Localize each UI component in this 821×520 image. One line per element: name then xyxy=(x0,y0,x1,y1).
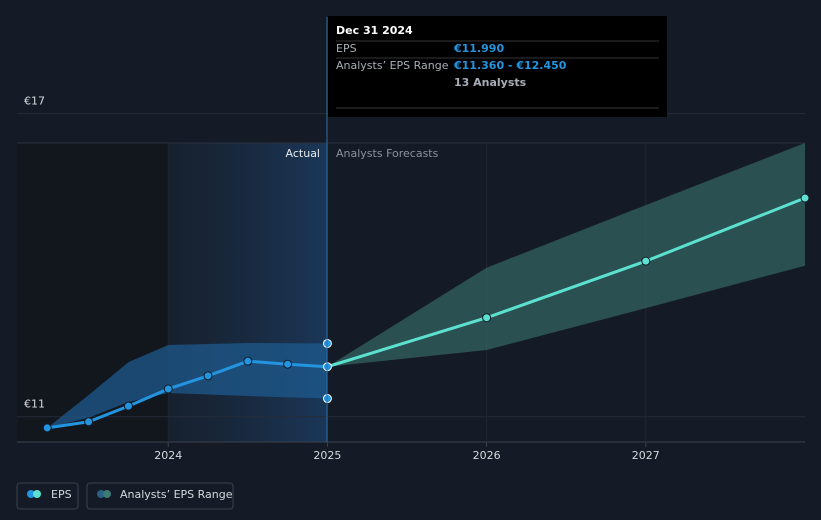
legend-box[interactable] xyxy=(86,482,234,510)
eps-point xyxy=(243,356,253,366)
eps-point xyxy=(283,359,293,369)
legend-swatch xyxy=(27,490,35,498)
range-band xyxy=(47,342,328,428)
range-band xyxy=(327,142,805,367)
legend-box[interactable] xyxy=(16,482,79,510)
x-tick-label: 2027 xyxy=(632,449,660,462)
tooltip-range-label: Analysts’ EPS Range xyxy=(336,59,449,72)
tooltip-analysts: 13 Analysts xyxy=(454,76,527,89)
tooltip: Dec 31 2024 EPS €11.990 Analysts’ EPS Ra… xyxy=(328,16,667,117)
tooltip-eps-label: EPS xyxy=(336,42,357,55)
forecast-point xyxy=(641,256,651,266)
legend-label: Analysts’ EPS Range xyxy=(120,488,233,501)
eps-point xyxy=(123,401,133,411)
x-tick-label: 2025 xyxy=(313,449,341,462)
x-tick-label: 2024 xyxy=(154,449,182,462)
eps-point xyxy=(203,371,213,381)
forecast-point xyxy=(482,313,492,323)
tooltip-range-value: €11.360 - €12.450 xyxy=(453,59,567,72)
eps-line xyxy=(326,196,806,369)
x-tick-label: 2026 xyxy=(473,449,501,462)
legend-label: EPS xyxy=(51,488,72,501)
tooltip-date: Dec 31 2024 xyxy=(336,24,413,37)
tooltip-box xyxy=(328,16,667,117)
eps-line xyxy=(47,359,328,430)
eps-point xyxy=(42,423,52,433)
legend-swatch xyxy=(103,490,111,498)
legend-swatch xyxy=(97,490,105,498)
eps-point xyxy=(84,417,94,427)
legend-range[interactable]: Analysts’ EPS Range xyxy=(86,482,234,510)
legend-eps[interactable]: EPS xyxy=(16,482,79,510)
y-tick-label: €17 xyxy=(24,95,45,108)
actual-label: Actual xyxy=(286,147,320,160)
forecast-point xyxy=(800,193,810,203)
y-tick-label: €11 xyxy=(24,398,45,411)
eps-point xyxy=(163,384,173,394)
forecast-label: Analysts Forecasts xyxy=(336,147,439,160)
tooltip-eps-value: €11.990 xyxy=(453,42,504,55)
legend-swatch xyxy=(33,490,41,498)
